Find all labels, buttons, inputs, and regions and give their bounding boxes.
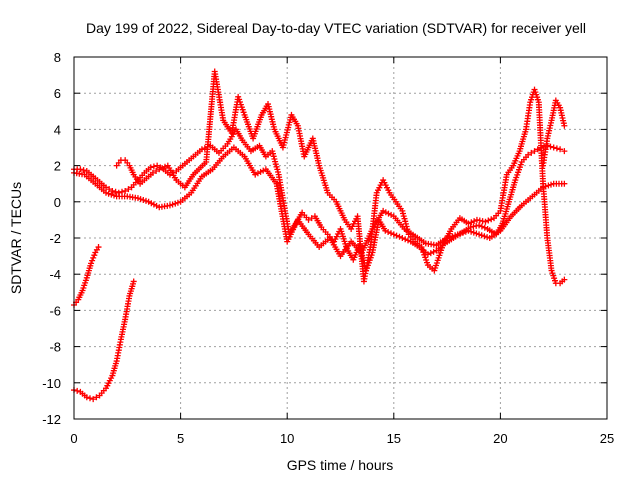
series-markers	[115, 71, 566, 285]
x-tick-label: 25	[600, 431, 614, 446]
y-tick-label: 0	[54, 195, 61, 210]
y-tick-label: -8	[49, 340, 61, 355]
data-point	[390, 231, 397, 238]
chart-title: Day 199 of 2022, Sidereal Day-to-day VTE…	[86, 20, 586, 36]
data-point	[109, 187, 116, 194]
plot-frame	[73, 56, 608, 420]
y-tick-label: 6	[54, 86, 61, 101]
y-tick-label: -12	[42, 412, 61, 427]
y-tick-label: 2	[54, 159, 61, 174]
series-track-d	[540, 97, 568, 169]
data-points	[71, 68, 568, 403]
data-point	[399, 235, 406, 241]
data-point	[154, 162, 161, 169]
y-tick-label: -6	[49, 303, 61, 318]
x-tick-label: 20	[493, 431, 507, 446]
y-tick-label: -10	[42, 376, 61, 391]
grid-lines	[74, 57, 607, 419]
data-point	[531, 148, 538, 155]
data-point	[557, 146, 564, 153]
y-tick-label: 4	[54, 122, 61, 137]
x-tick-label: 10	[280, 431, 294, 446]
data-point	[550, 144, 557, 151]
x-axis-label: GPS time / hours	[287, 457, 394, 473]
series-track-c	[113, 68, 568, 287]
x-tick-label: 5	[177, 431, 184, 446]
y-axis-label: SDTVAR / TECUs	[8, 182, 24, 294]
y-tick-label: -2	[49, 231, 61, 246]
series-track-e	[71, 244, 102, 308]
series-markers	[73, 246, 100, 306]
series-markers	[74, 128, 560, 271]
x-tick-label: 15	[387, 431, 401, 446]
data-point	[122, 187, 129, 194]
y-tick-label: -4	[49, 267, 61, 282]
y-tick-label: 8	[54, 50, 61, 65]
series-track-f	[71, 278, 137, 403]
data-point	[561, 148, 568, 155]
series-markers	[540, 99, 567, 166]
x-tick-label: 0	[70, 431, 77, 446]
data-point	[156, 166, 163, 173]
data-point	[90, 396, 97, 403]
series-markers	[74, 280, 136, 402]
